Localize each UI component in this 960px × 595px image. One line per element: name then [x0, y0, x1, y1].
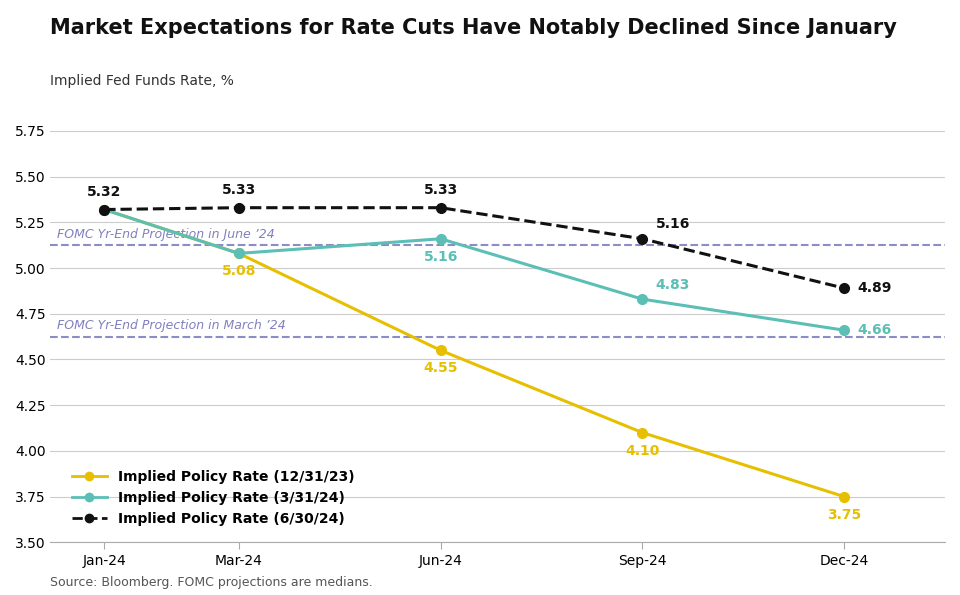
- Text: 4.66: 4.66: [857, 323, 892, 337]
- Text: FOMC Yr-End Projection in March ’24: FOMC Yr-End Projection in March ’24: [58, 319, 286, 332]
- Text: 5.33: 5.33: [222, 183, 256, 197]
- Text: 4.10: 4.10: [625, 443, 660, 458]
- Text: 5.16: 5.16: [423, 250, 458, 264]
- Text: FOMC Yr-End Projection in June ’24: FOMC Yr-End Projection in June ’24: [58, 228, 275, 240]
- Text: 4.83: 4.83: [656, 278, 690, 292]
- Text: 3.75: 3.75: [827, 508, 861, 522]
- Text: 5.32: 5.32: [87, 184, 122, 199]
- Text: 5.16: 5.16: [656, 217, 690, 231]
- Text: 4.89: 4.89: [857, 281, 892, 295]
- Text: Implied Fed Funds Rate, %: Implied Fed Funds Rate, %: [51, 74, 234, 89]
- Text: Source: Bloomberg. FOMC projections are medians.: Source: Bloomberg. FOMC projections are …: [51, 576, 373, 589]
- Text: 5.08: 5.08: [222, 264, 256, 278]
- Text: Market Expectations for Rate Cuts Have Notably Declined Since January: Market Expectations for Rate Cuts Have N…: [51, 18, 898, 38]
- Legend: Implied Policy Rate (12/31/23), Implied Policy Rate (3/31/24), Implied Policy Ra: Implied Policy Rate (12/31/23), Implied …: [66, 464, 360, 531]
- Text: 5.33: 5.33: [423, 183, 458, 197]
- Text: 4.55: 4.55: [423, 361, 458, 375]
